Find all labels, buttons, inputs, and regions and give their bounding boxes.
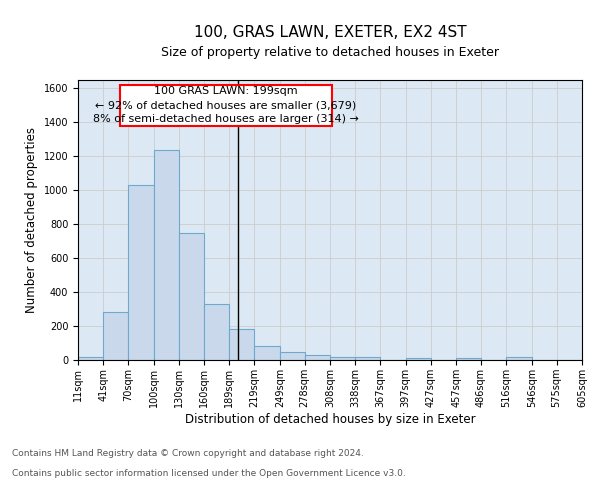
Text: Contains public sector information licensed under the Open Government Licence v3: Contains public sector information licen… xyxy=(12,468,406,477)
Text: Contains HM Land Registry data © Crown copyright and database right 2024.: Contains HM Land Registry data © Crown c… xyxy=(12,448,364,458)
Bar xyxy=(457,358,481,360)
Bar xyxy=(355,358,380,360)
Bar xyxy=(280,352,305,360)
Bar xyxy=(254,346,280,360)
Bar xyxy=(78,358,103,360)
Bar xyxy=(406,358,431,360)
Text: Size of property relative to detached houses in Exeter: Size of property relative to detached ho… xyxy=(161,46,499,59)
X-axis label: Distribution of detached houses by size in Exeter: Distribution of detached houses by size … xyxy=(185,412,475,426)
Bar xyxy=(305,355,330,360)
Y-axis label: Number of detached properties: Number of detached properties xyxy=(25,127,38,313)
Bar xyxy=(179,232,205,360)
Bar xyxy=(330,358,355,360)
Bar xyxy=(205,304,229,360)
Text: 100, GRAS LAWN, EXETER, EX2 4ST: 100, GRAS LAWN, EXETER, EX2 4ST xyxy=(194,25,466,40)
Bar xyxy=(128,185,154,360)
FancyBboxPatch shape xyxy=(119,85,332,126)
Bar xyxy=(229,330,254,360)
Bar xyxy=(154,150,179,360)
Bar xyxy=(506,358,532,360)
Bar xyxy=(103,312,128,360)
Text: 100 GRAS LAWN: 199sqm
← 92% of detached houses are smaller (3,679)
8% of semi-de: 100 GRAS LAWN: 199sqm ← 92% of detached … xyxy=(92,86,359,124)
